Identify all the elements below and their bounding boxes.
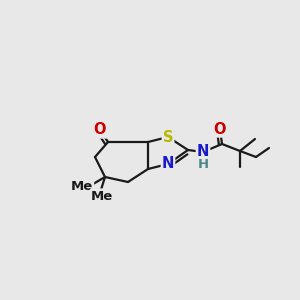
Text: N: N [162, 157, 174, 172]
Text: O: O [94, 122, 106, 137]
Text: O: O [214, 122, 226, 136]
Text: H: H [197, 158, 208, 170]
Text: Me: Me [71, 181, 93, 194]
Text: Me: Me [91, 190, 113, 202]
Text: S: S [163, 130, 173, 145]
Text: N: N [197, 145, 209, 160]
